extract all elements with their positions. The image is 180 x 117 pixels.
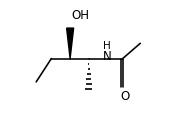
Text: OH: OH (72, 9, 90, 22)
Text: H: H (103, 42, 111, 51)
Text: O: O (120, 90, 129, 103)
Text: N: N (103, 50, 111, 63)
Polygon shape (67, 28, 74, 58)
